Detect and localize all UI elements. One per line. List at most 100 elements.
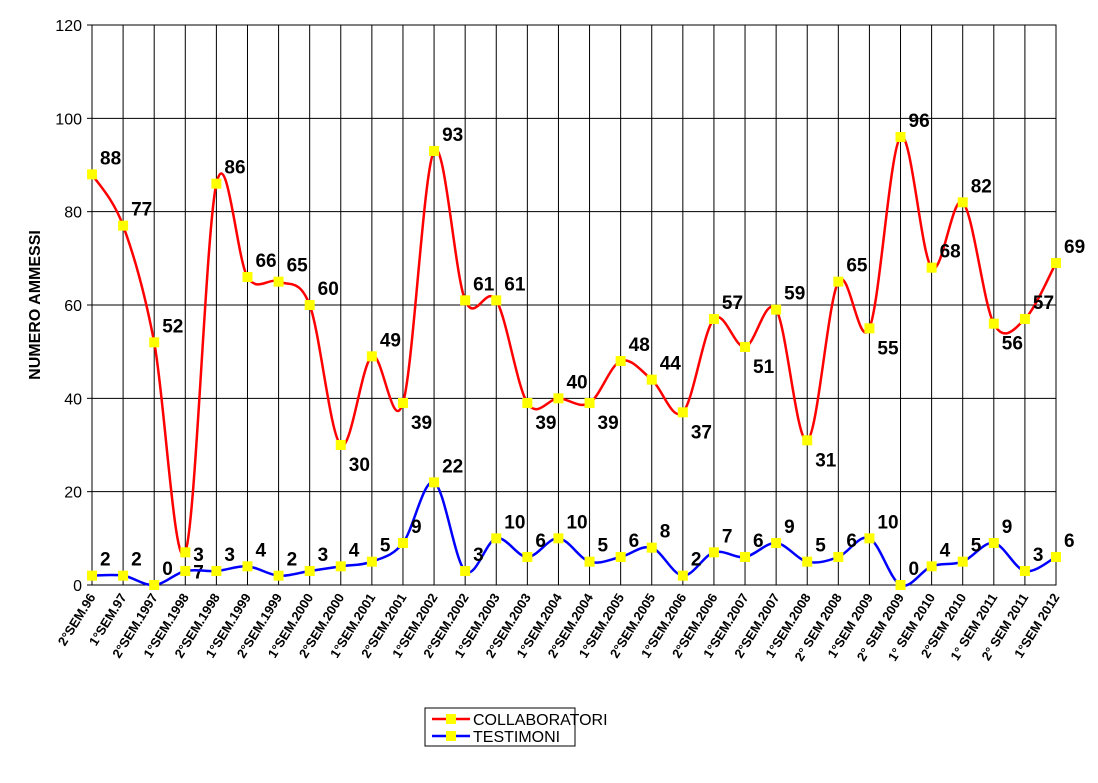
marker: [988, 538, 999, 548]
data-label: 66: [255, 251, 276, 272]
data-label: 39: [535, 413, 556, 434]
y-tick-label: 0: [73, 578, 82, 595]
marker: [180, 547, 191, 558]
marker: [677, 570, 688, 581]
legend-label: COLLABORATORI: [473, 712, 608, 729]
y-tick-label: 80: [64, 205, 82, 222]
marker: [118, 570, 129, 581]
data-label: 9: [411, 517, 422, 538]
legend-marker: [446, 714, 456, 724]
marker: [584, 556, 595, 567]
data-label: 6: [535, 531, 546, 552]
marker: [771, 304, 782, 315]
marker: [429, 146, 440, 156]
y-tick-label: 100: [55, 111, 82, 128]
series-line: [90, 135, 1058, 557]
marker: [522, 398, 533, 408]
data-label: 61: [504, 274, 526, 295]
marker: [926, 262, 937, 273]
data-label: 93: [442, 125, 463, 146]
data-label: 39: [411, 413, 432, 434]
marker: [1019, 566, 1030, 576]
data-label: 2: [691, 550, 702, 571]
marker: [242, 561, 253, 572]
data-label: 2: [131, 550, 142, 571]
marker: [926, 561, 937, 572]
marker: [335, 561, 346, 572]
data-label: 51: [753, 357, 775, 378]
y-tick-label: 20: [64, 485, 82, 502]
y-tick-label: 40: [64, 391, 82, 408]
data-label: 57: [722, 293, 743, 314]
data-label: 39: [598, 413, 619, 434]
marker: [864, 533, 875, 544]
marker: [708, 314, 719, 324]
data-label: 3: [318, 545, 329, 566]
marker: [646, 542, 657, 553]
marker: [460, 566, 471, 576]
marker: [242, 272, 253, 282]
marker: [149, 337, 160, 348]
data-label: 55: [877, 338, 899, 359]
marker: [895, 580, 906, 590]
data-label: 44: [660, 354, 682, 375]
marker: [211, 178, 222, 189]
data-label: 88: [100, 148, 121, 169]
data-label: 6: [846, 531, 857, 552]
marker: [1019, 314, 1030, 324]
data-label: 65: [287, 256, 309, 277]
data-label: 10: [877, 512, 898, 533]
marker: [708, 547, 719, 558]
data-label: 60: [318, 279, 339, 300]
data-label: 0: [162, 559, 173, 580]
marker: [740, 552, 751, 562]
marker: [335, 440, 346, 450]
marker: [895, 132, 906, 142]
marker: [646, 374, 657, 385]
data-label: 2: [100, 550, 111, 571]
marker: [87, 169, 97, 180]
data-label: 40: [566, 372, 587, 393]
data-label: 3: [473, 545, 484, 566]
marker: [304, 300, 315, 310]
legend-marker: [446, 731, 456, 741]
data-label: 2: [287, 550, 298, 571]
data-label: 49: [380, 330, 401, 351]
marker: [771, 538, 782, 548]
data-label: 5: [380, 536, 391, 557]
y-tick-label: 60: [64, 298, 82, 315]
marker: [118, 220, 129, 231]
data-label: 37: [691, 422, 712, 443]
y-tick-label: 120: [55, 18, 82, 35]
data-label: 6: [753, 531, 764, 552]
data-label: 57: [1033, 293, 1054, 314]
marker: [833, 276, 844, 287]
marker: [957, 556, 968, 567]
marker: [366, 556, 377, 567]
marker: [366, 351, 377, 362]
marker: [802, 556, 813, 567]
data-label: 96: [909, 111, 930, 132]
data-label: 77: [131, 200, 152, 221]
marker: [397, 538, 408, 548]
data-label: 7: [193, 562, 204, 583]
data-label: 68: [940, 242, 961, 263]
marker: [957, 197, 968, 208]
marker: [833, 552, 844, 562]
data-label: 61: [473, 274, 495, 295]
data-label: 9: [784, 517, 795, 538]
data-label: 56: [1002, 334, 1023, 355]
data-label: 69: [1064, 237, 1085, 258]
marker: [1051, 258, 1061, 268]
y-axis-label: NUMERO AMMESSI: [27, 230, 44, 380]
data-label: 3: [1033, 545, 1044, 566]
data-label: 31: [815, 450, 837, 471]
marker: [677, 407, 688, 418]
data-label: 9: [1002, 517, 1013, 538]
data-label: 4: [940, 540, 951, 561]
marker: [553, 533, 564, 544]
data-label: 7: [722, 526, 733, 547]
marker: [988, 318, 999, 329]
